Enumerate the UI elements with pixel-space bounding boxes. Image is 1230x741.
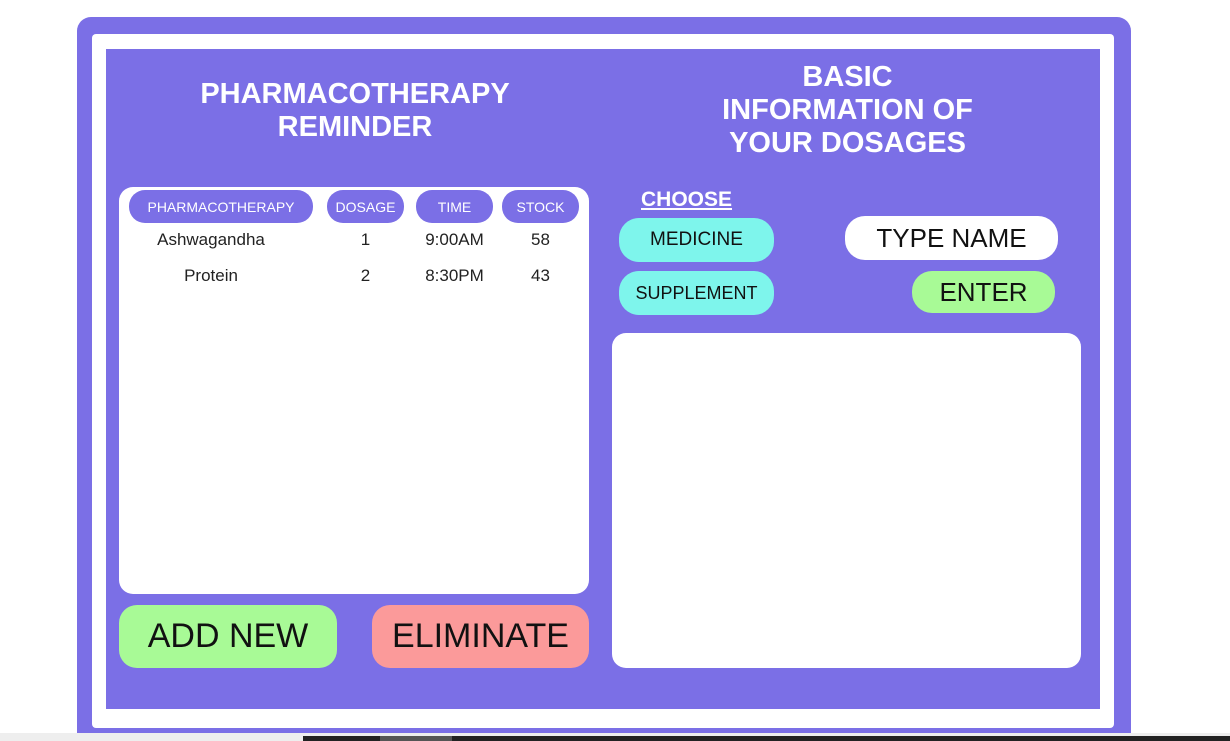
dosage-info-title: BASIC INFORMATION OF YOUR DOSAGES	[722, 61, 973, 159]
medicine-button[interactable]: MEDICINE	[619, 218, 774, 262]
table-cell-stock[interactable]: 58	[531, 230, 550, 249]
table-cell-dosage[interactable]: 2	[360, 266, 371, 285]
scrollbar-thumb[interactable]	[380, 736, 452, 741]
dosage-info-box	[612, 333, 1081, 668]
reminder-title: PHARMACOTHERAPY REMINDER	[200, 78, 510, 143]
name-input[interactable]: TYPE NAME	[845, 216, 1058, 260]
table-cell-time[interactable]: 8:30PM	[425, 266, 484, 285]
enter-button[interactable]: ENTER	[912, 271, 1055, 313]
choose-label: CHOOSE	[641, 188, 733, 211]
supplement-button[interactable]: SUPPLEMENT	[619, 271, 774, 315]
table-cell-time[interactable]: 9:00AM	[425, 230, 484, 249]
reminder-table	[119, 187, 589, 594]
table-cell-name[interactable]: Protein	[184, 266, 238, 285]
column-header-pharmacotherapy[interactable]: PHARMACOTHERAPY	[129, 190, 313, 223]
scrollbar-segment	[303, 736, 380, 741]
column-header-dosage[interactable]: DOSAGE	[327, 190, 404, 223]
eliminate-button[interactable]: ELIMINATE	[372, 605, 589, 668]
add-new-button[interactable]: ADD NEW	[119, 605, 337, 668]
table-cell-stock[interactable]: 43	[531, 266, 550, 285]
column-header-time[interactable]: TIME	[416, 190, 493, 223]
column-header-stock[interactable]: STOCK	[502, 190, 579, 223]
scrollbar-segment	[452, 736, 1230, 741]
table-cell-name[interactable]: Ashwagandha	[157, 230, 265, 249]
table-cell-dosage[interactable]: 1	[360, 230, 371, 249]
bottom-scrollbar[interactable]	[0, 733, 1230, 741]
